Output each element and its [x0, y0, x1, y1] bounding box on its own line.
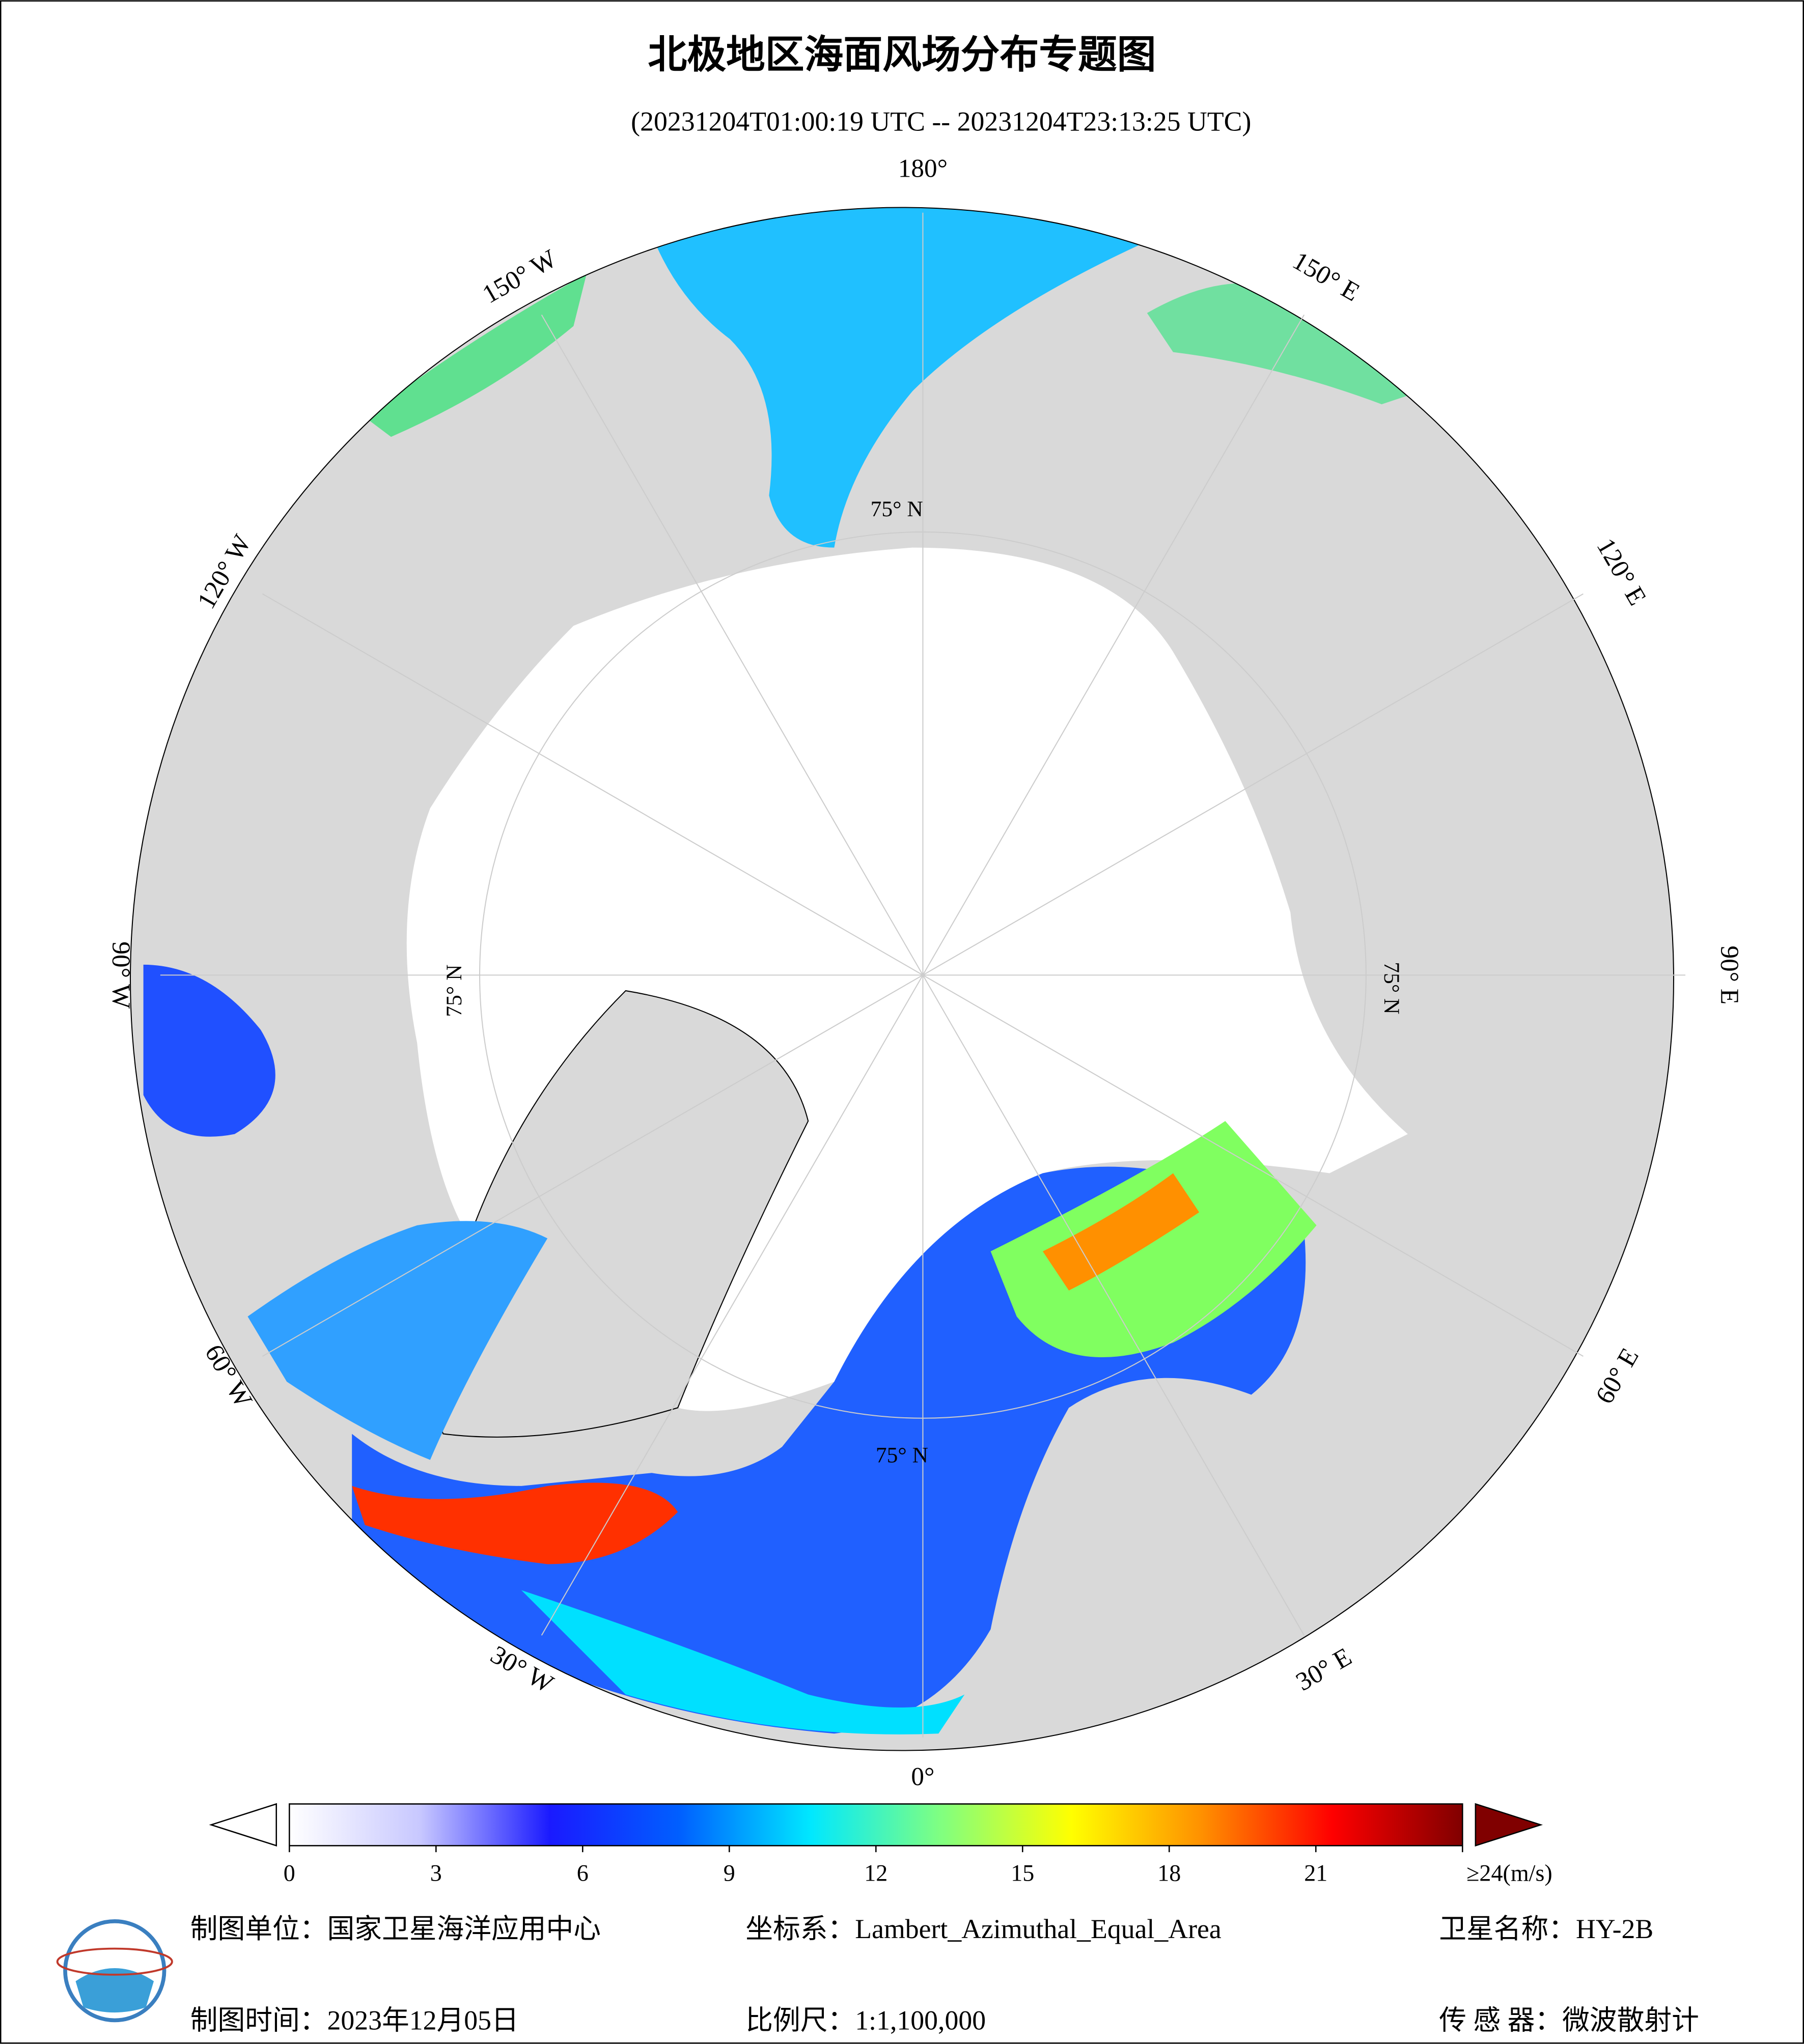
longitude-label: 90° W — [106, 941, 135, 1009]
title: 北极地区海面风场分布专题图 — [648, 33, 1156, 78]
colorbar-tick-label: 15 — [1011, 1860, 1034, 1886]
wind-field-strong — [352, 1482, 678, 1564]
wind-field-barents-strong — [1042, 1173, 1200, 1291]
colorbar-tick-label: 21 — [1304, 1860, 1327, 1886]
wind-field-moderate — [521, 1590, 965, 1734]
wind-field-okhotsk — [1147, 283, 1421, 405]
meridians — [160, 212, 1686, 1738]
latitude-label: 75° N — [442, 964, 466, 1017]
wind-field-labrador — [247, 1221, 548, 1460]
meridian — [922, 314, 1305, 975]
map-date: 制图时间：2023年12月05日 — [190, 2005, 519, 2035]
meridian — [922, 974, 1584, 1357]
colorbar-tick-label: 18 — [1157, 1860, 1181, 1886]
satellite: 卫星名称：HY-2B — [1439, 1914, 1653, 1944]
longitude-label: 180° — [898, 154, 948, 183]
wind-field-bering — [651, 207, 1147, 548]
meridian — [922, 593, 1584, 976]
logo-wave — [75, 1968, 154, 2013]
logo-orbit — [56, 1947, 173, 1976]
sensor: 传 感 器：微波散射计 — [1439, 2005, 1699, 2035]
greenland — [422, 990, 809, 1438]
colorbar-tick-label: 6 — [577, 1860, 589, 1886]
subtitle: (20231204T01:00:19 UTC -- 20231204T23:13… — [631, 106, 1251, 136]
colorbar-tick-label: 0 — [284, 1860, 295, 1886]
latitude-label: 75° N — [1379, 962, 1404, 1014]
meridian — [541, 974, 924, 1636]
logo — [56, 1919, 173, 2023]
scale: 比例尺：1:1,100,000 — [745, 2005, 986, 2035]
projection: 坐标系：Lambert_Azimuthal_Equal_Area — [745, 1914, 1222, 1944]
colorbar-over — [1475, 1803, 1543, 1847]
meridian — [262, 593, 923, 976]
longitude-label: 0° — [911, 1762, 934, 1791]
colorbar-tick-label: 3 — [430, 1860, 442, 1886]
producer: 制图单位：国家卫星海洋应用中心 — [190, 1914, 601, 1944]
wind-field-hudson — [143, 964, 275, 1137]
meridian — [541, 314, 924, 975]
colorbar-tick-label: ≥24(m/s) — [1466, 1860, 1552, 1886]
latitude-label: 75° N — [871, 497, 923, 521]
map-body — [130, 207, 1674, 1751]
colorbar-ramp — [289, 1803, 1463, 1846]
longitude-label: 90° E — [1715, 945, 1744, 1004]
map-edge — [129, 207, 1675, 1751]
meridian — [922, 974, 1305, 1636]
sea-ice — [406, 547, 1408, 1411]
latitude-label: 75° N — [876, 1443, 928, 1468]
colorbar: 0 3 6 9 12 15 18 21 ≥24(m/s) — [209, 1803, 1552, 1886]
colorbar-tick-label: 12 — [864, 1860, 887, 1886]
colorbar-under — [209, 1803, 277, 1847]
wind-field-alaska — [365, 274, 587, 437]
colorbar-tick-label: 9 — [724, 1860, 735, 1886]
meridian — [262, 974, 923, 1357]
